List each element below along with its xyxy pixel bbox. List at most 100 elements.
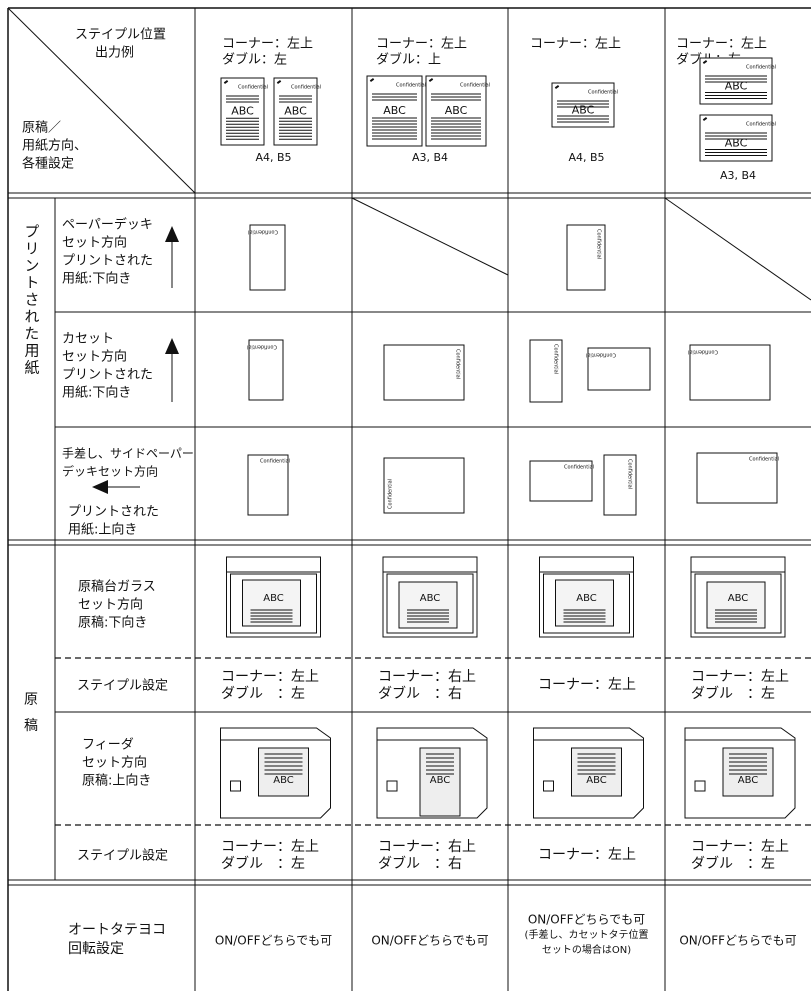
staple bbox=[702, 117, 708, 121]
label: 用紙:下向き bbox=[62, 271, 131, 287]
label: プリントされた bbox=[62, 368, 153, 383]
thumb-text: ABC bbox=[572, 103, 595, 116]
page bbox=[366, 75, 423, 147]
document bbox=[242, 579, 301, 627]
feeder-knob bbox=[543, 780, 554, 792]
label: ダブル ：左 bbox=[691, 855, 775, 872]
thumb-text: Confidential bbox=[460, 83, 490, 89]
label: セットの場合はON) bbox=[542, 943, 631, 956]
na-diagonal bbox=[664, 197, 811, 301]
label: セット方向 bbox=[62, 349, 127, 365]
label: 各種設定 bbox=[22, 156, 74, 172]
label: コーナー：右上 bbox=[378, 839, 476, 855]
arrow-head bbox=[92, 480, 108, 494]
label: ダブル ：右 bbox=[378, 685, 462, 702]
label: ステイプル設定 bbox=[77, 848, 168, 864]
staple bbox=[369, 78, 375, 82]
label: コーナー：左上 bbox=[221, 669, 319, 685]
label: 用紙:上向き bbox=[68, 522, 137, 538]
na-diagonal bbox=[351, 197, 509, 276]
page bbox=[689, 344, 771, 401]
label: ダブル ：左 bbox=[221, 685, 305, 702]
label: コーナー：左上 bbox=[691, 669, 789, 685]
page bbox=[220, 77, 265, 146]
corner-diagonal bbox=[7, 7, 196, 194]
page bbox=[529, 339, 563, 403]
staple bbox=[223, 80, 229, 84]
thumb-text: ABC bbox=[728, 593, 749, 604]
label: 原稿:上向き bbox=[82, 773, 151, 789]
page bbox=[529, 460, 593, 502]
label: 原稿:下向き bbox=[78, 615, 147, 631]
label: コーナー：左上 bbox=[376, 37, 467, 52]
thumb-text: ABC bbox=[738, 775, 759, 786]
page bbox=[247, 454, 289, 516]
thumb-text: ABC bbox=[273, 775, 294, 786]
thumb-text: ABC bbox=[383, 104, 406, 117]
arrow-head bbox=[165, 226, 179, 242]
page bbox=[566, 224, 606, 291]
page bbox=[383, 457, 465, 514]
thumb-text: Confidential bbox=[746, 122, 776, 128]
thumb-text: Confidential bbox=[746, 65, 776, 71]
label: ダブル ：左 bbox=[221, 855, 305, 872]
label: 用紙方向、 bbox=[22, 138, 87, 154]
label: コーナー：左上 bbox=[222, 37, 313, 52]
page bbox=[248, 339, 284, 401]
thumb-text: Confidential bbox=[247, 344, 277, 350]
label: コーナー：左上 bbox=[538, 847, 636, 863]
label: ON/OFFどちらでも可 bbox=[215, 934, 332, 948]
thumb-text: Confidential bbox=[588, 90, 618, 96]
staple bbox=[428, 78, 434, 82]
label: カセット bbox=[62, 332, 114, 347]
label: コーナー：右上 bbox=[378, 669, 476, 685]
document bbox=[258, 747, 309, 797]
label: ダブル ：左 bbox=[691, 685, 775, 702]
label: 用紙:下向き bbox=[62, 385, 131, 401]
label: ON/OFFどちらでも可 bbox=[371, 934, 488, 948]
label: 稿 bbox=[24, 718, 38, 734]
staple bbox=[702, 60, 708, 64]
thumb-text: ABC bbox=[445, 104, 468, 117]
thumb-text: ABC bbox=[586, 775, 607, 786]
label: コーナー：左上 bbox=[221, 839, 319, 855]
document bbox=[419, 747, 461, 817]
thumb-text: ABC bbox=[576, 593, 597, 604]
label: A4, B5 bbox=[255, 151, 291, 164]
thumb-text: ABC bbox=[430, 775, 451, 786]
page bbox=[603, 454, 637, 516]
label: プリントされた bbox=[68, 505, 159, 520]
feeder-knob bbox=[694, 780, 706, 792]
thumb-text: Confidential bbox=[553, 344, 559, 374]
thumb-text: Confidential bbox=[291, 85, 321, 91]
document bbox=[706, 581, 766, 629]
label: A3, B4 bbox=[412, 151, 448, 164]
thumb-text: Confidential bbox=[455, 349, 461, 379]
thumb-text: Confidential bbox=[688, 349, 718, 355]
page bbox=[587, 347, 651, 391]
thumb-text: ABC bbox=[420, 593, 441, 604]
document bbox=[555, 579, 614, 627]
label: ダブル：左 bbox=[222, 52, 287, 68]
label: ON/OFFどちらでも可 bbox=[679, 934, 796, 948]
feeder-knob bbox=[386, 780, 398, 792]
label: フィーダ bbox=[82, 738, 134, 753]
thumb-text: ABC bbox=[725, 137, 748, 150]
label: コーナー：左上 bbox=[676, 37, 767, 52]
page bbox=[696, 452, 778, 504]
label: 原稿台ガラス bbox=[78, 579, 156, 595]
thumb-text: Confidential bbox=[627, 459, 633, 489]
thumb-text: Confidential bbox=[388, 479, 394, 509]
thumb-text: Confidential bbox=[596, 229, 602, 259]
label: セット方向 bbox=[62, 235, 127, 251]
label: ステイプル位置 bbox=[75, 28, 166, 43]
page bbox=[699, 57, 773, 105]
thumb-text: Confidential bbox=[564, 465, 594, 471]
label: 原稿／ bbox=[22, 120, 61, 136]
thumb-text: ABC bbox=[263, 593, 284, 604]
thumb-text: Confidential bbox=[586, 352, 616, 358]
document bbox=[398, 581, 458, 629]
label: 回転設定 bbox=[68, 941, 124, 957]
staple bbox=[554, 85, 560, 89]
label: ON/OFFどちらでも可 bbox=[528, 913, 645, 927]
